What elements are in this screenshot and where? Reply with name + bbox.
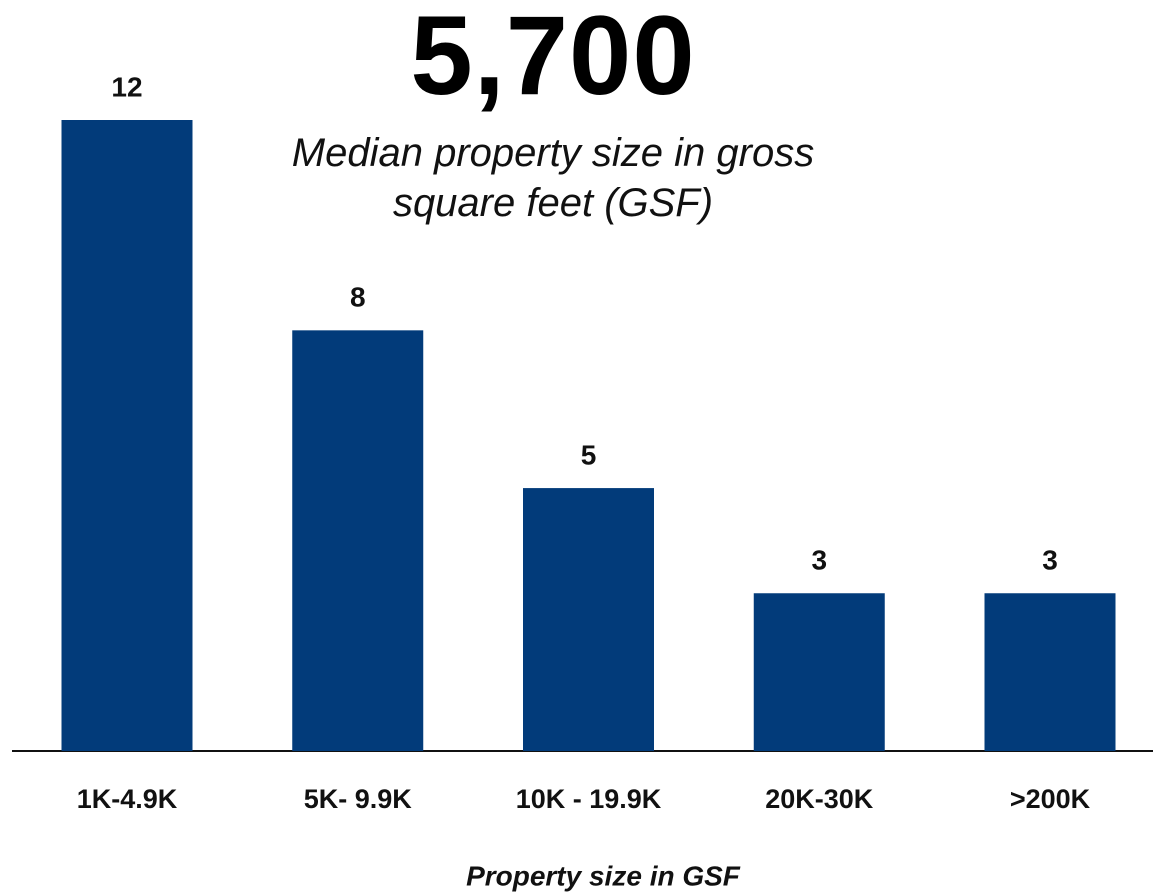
value-label: 12	[111, 71, 142, 102]
x-tick-label: 1K-4.9K	[77, 784, 178, 814]
bar	[292, 330, 424, 751]
x-axis-title: Property size in GSF	[466, 860, 741, 891]
subtitle: Median property size in gross square fee…	[291, 131, 815, 225]
value-label: 8	[350, 282, 366, 313]
value-label: 5	[581, 439, 597, 470]
value-label: 3	[1042, 545, 1058, 576]
bar	[523, 488, 654, 751]
x-tick-label: >200K	[1010, 784, 1091, 814]
x-tick-label: 5K- 9.9K	[304, 784, 413, 814]
value-label: 3	[811, 545, 827, 576]
bar	[984, 593, 1116, 751]
x-tick-label: 10K - 19.9K	[516, 784, 662, 814]
headline-number: 5,700	[410, 0, 696, 118]
x-tick-label: 20K-30K	[765, 784, 874, 814]
bar	[753, 593, 885, 751]
bar	[61, 120, 193, 751]
